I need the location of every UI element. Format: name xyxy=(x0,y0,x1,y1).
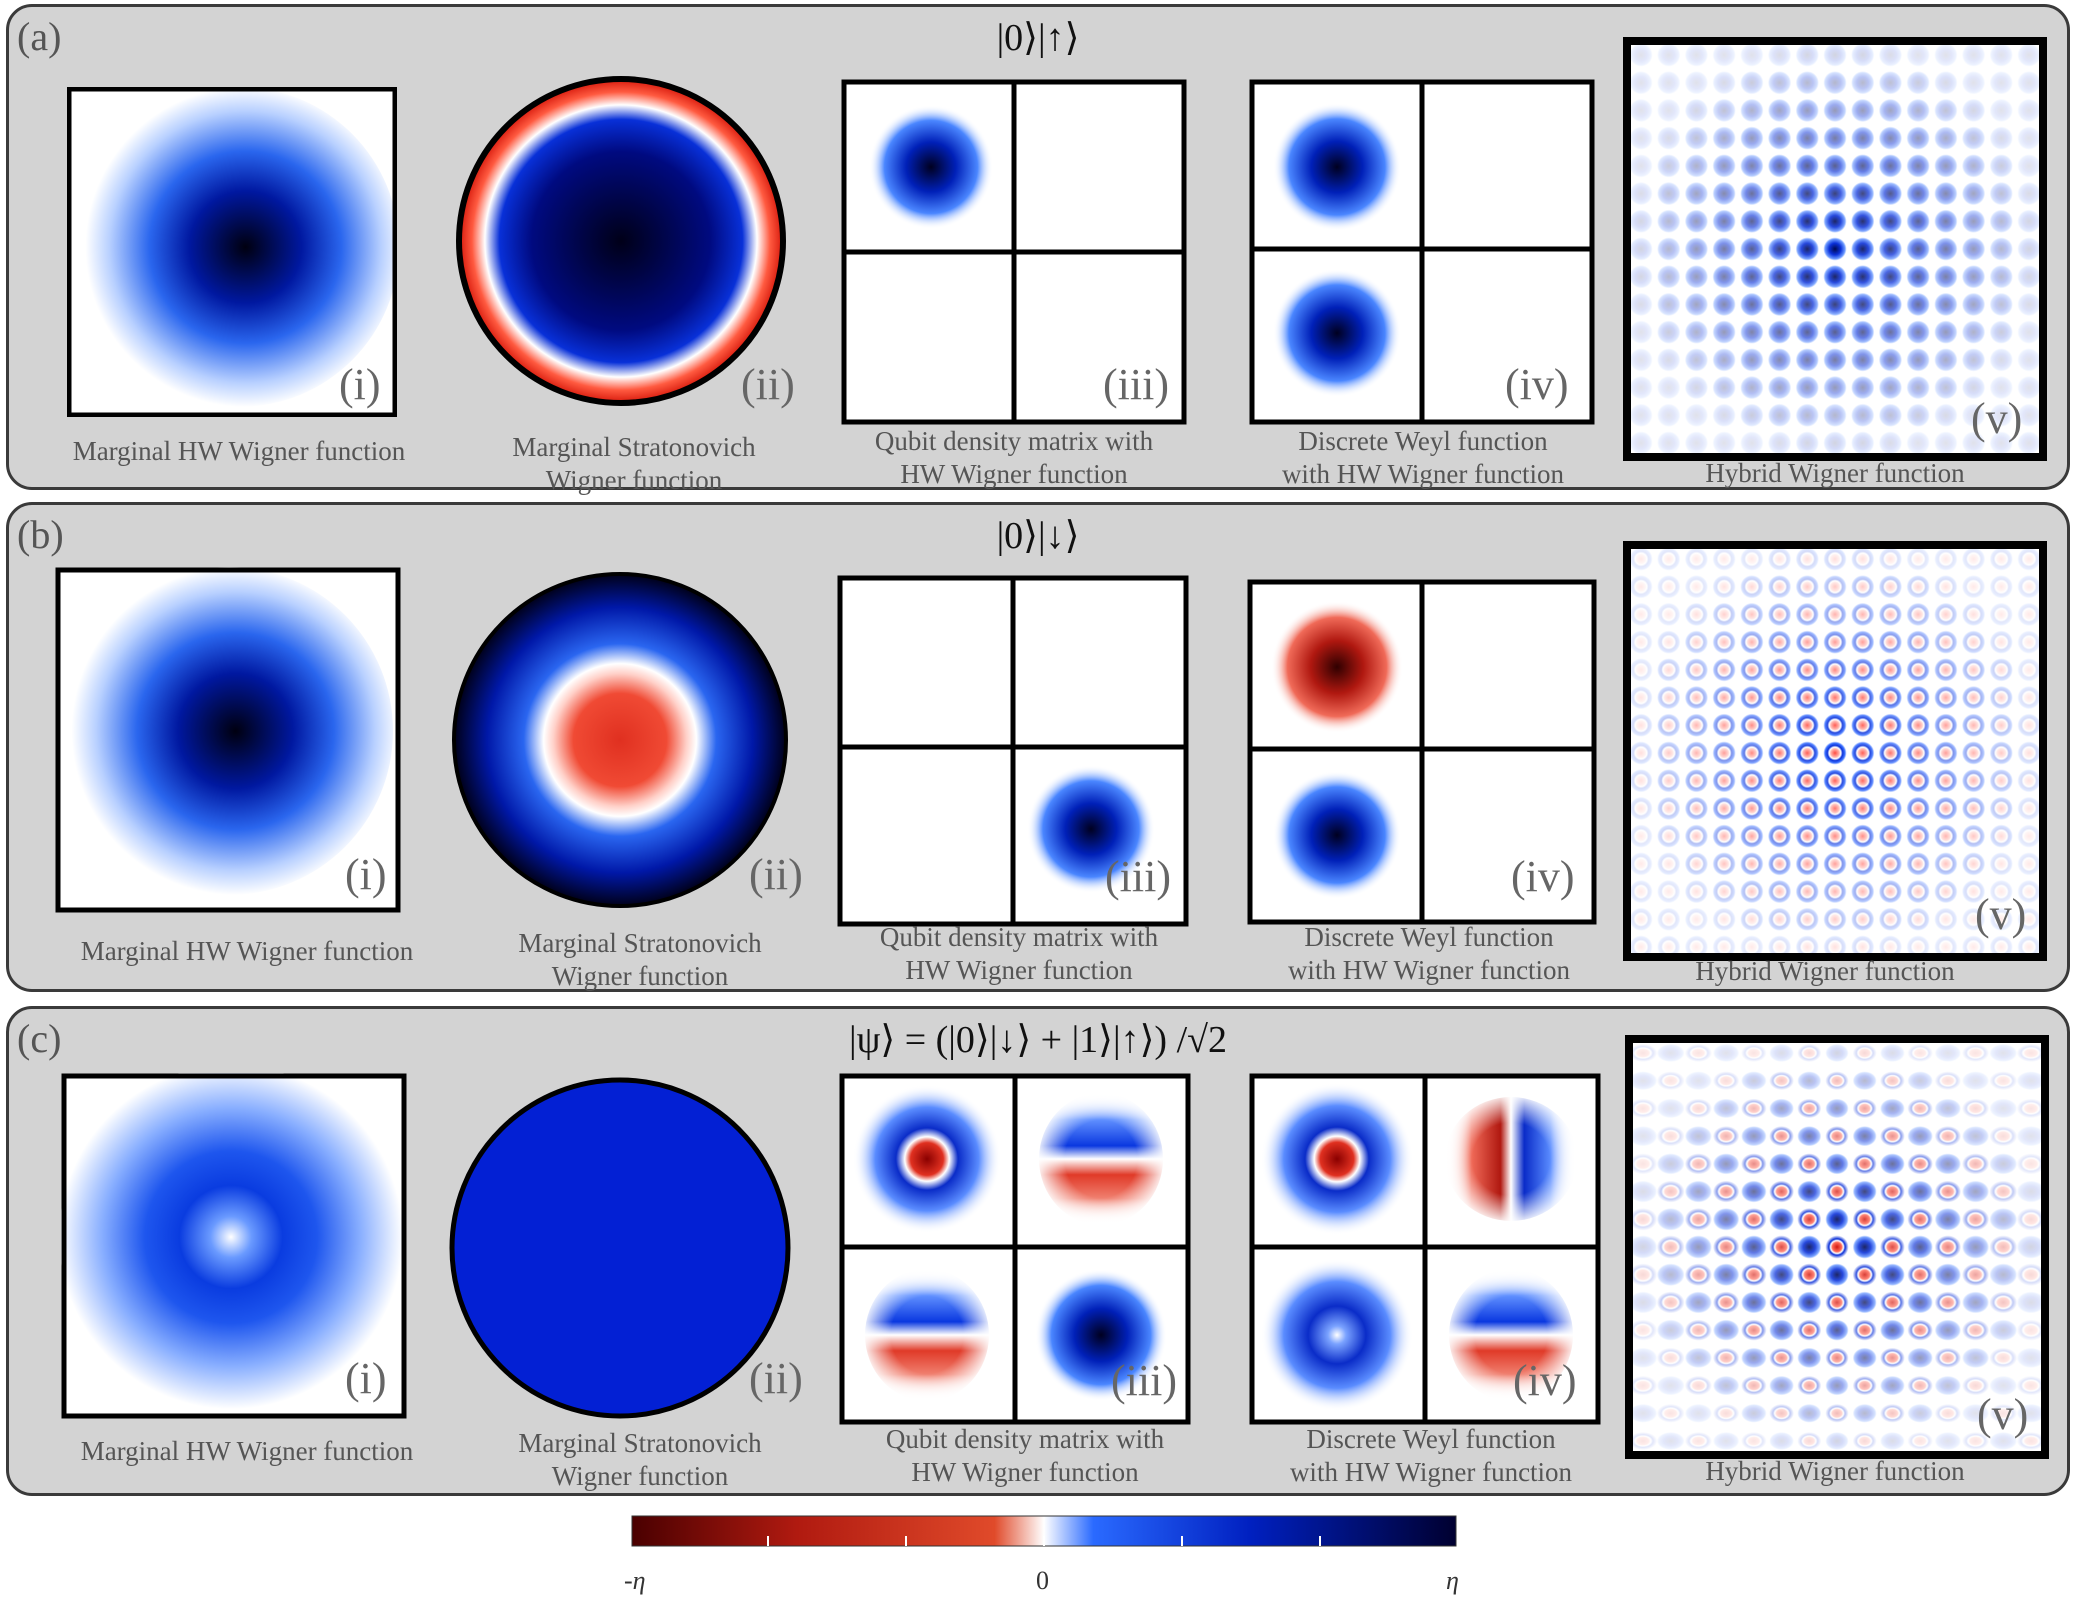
caption-line: Marginal HW Wigner function xyxy=(80,936,414,966)
caption-line: Wigner function xyxy=(551,961,729,991)
caption-line: Marginal Stratonovich xyxy=(518,1428,762,1458)
panel-caption: Marginal Stratonovich Wigner function xyxy=(449,431,819,497)
marginal-hw-wigner-plot xyxy=(67,87,397,417)
colorbar-min-label: -η xyxy=(624,1566,646,1595)
caption-line: with HW Wigner function xyxy=(1287,955,1571,985)
hybrid-wigner-plot xyxy=(1623,541,2047,961)
caption-line: with HW Wigner function xyxy=(1289,1457,1573,1487)
caption-line: Discrete Weyl function xyxy=(1298,426,1548,456)
hybrid-wigner-plot xyxy=(1625,1035,2049,1459)
marginal-stratonovich-plot xyxy=(447,567,793,913)
caption-line: with HW Wigner function xyxy=(1281,459,1565,489)
panel-caption: Marginal HW Wigner function xyxy=(49,435,429,468)
panel-caption: Qubit density matrix with HW Wigner func… xyxy=(845,1423,1205,1489)
panel-label: (iv) xyxy=(1511,852,1575,901)
panel-label: (i) xyxy=(345,850,387,899)
panel-caption: Marginal HW Wigner function xyxy=(57,1435,437,1468)
panel-caption: Qubit density matrix with HW Wigner func… xyxy=(839,425,1189,491)
row-tag: (c) xyxy=(17,1016,62,1061)
panel-label: (iii) xyxy=(1111,1356,1177,1405)
discrete-weyl-plot xyxy=(1249,79,1595,425)
panel-label: (v) xyxy=(1975,890,2027,939)
caption-line: HW Wigner function xyxy=(900,459,1128,489)
panel-label: (iii) xyxy=(1103,360,1169,409)
caption-line: Qubit density matrix with xyxy=(874,426,1154,456)
discrete-weyl-plot xyxy=(1247,579,1597,925)
panel-row-b: (b) |0⟩|↓⟩ (i) Marginal HW Wigner functi… xyxy=(6,502,2070,992)
caption-line: HW Wigner function xyxy=(911,1457,1139,1487)
caption-line: Marginal HW Wigner function xyxy=(72,436,406,466)
panel-caption: Discrete Weyl function with HW Wigner fu… xyxy=(1253,1423,1609,1489)
caption-line: Hybrid Wigner function xyxy=(1705,1456,1965,1486)
caption-line: Marginal Stratonovich xyxy=(512,432,756,462)
panel-label: (ii) xyxy=(749,850,803,899)
panel-label: (iii) xyxy=(1105,852,1171,901)
row-tag: (b) xyxy=(17,512,64,557)
discrete-weyl-plot xyxy=(1249,1073,1601,1425)
panel-label: (i) xyxy=(339,360,381,409)
panel-label: (i) xyxy=(345,1354,387,1403)
caption-line: Discrete Weyl function xyxy=(1304,922,1554,952)
colorbar-max-label: η xyxy=(1446,1566,1459,1595)
panel-label: (ii) xyxy=(741,360,795,409)
caption-line: HW Wigner function xyxy=(905,955,1133,985)
panel-caption: Hybrid Wigner function xyxy=(1613,955,2037,988)
panel-label: (v) xyxy=(1977,1390,2029,1439)
caption-line: Wigner function xyxy=(551,1461,729,1491)
panel-label: (iv) xyxy=(1505,360,1569,409)
qubit-density-matrix-plot xyxy=(837,575,1189,927)
panel-caption: Discrete Weyl function with HW Wigner fu… xyxy=(1251,921,1607,987)
panel-caption: Marginal Stratonovich Wigner function xyxy=(455,1427,825,1493)
hybrid-lattice xyxy=(1629,547,2041,959)
caption-line: Marginal Stratonovich xyxy=(518,928,762,958)
panel-caption: Hybrid Wigner function xyxy=(1623,457,2047,490)
caption-line: Hybrid Wigner function xyxy=(1705,458,1965,488)
colorbar-mid-label: 0 xyxy=(1036,1566,1049,1595)
marginal-stratonovich-plot xyxy=(447,1075,793,1421)
panel-label: (v) xyxy=(1971,394,2023,443)
caption-line: Qubit density matrix with xyxy=(885,1424,1165,1454)
state-title: |0⟩|↑⟩ xyxy=(996,17,1080,59)
panel-row-a: (a) |0⟩|↑⟩ (i) Marginal HW Wigner functi… xyxy=(6,4,2070,495)
panel-caption: Marginal Stratonovich Wigner function xyxy=(455,927,825,993)
panel-label: (iv) xyxy=(1513,1356,1577,1405)
marginal-hw-wigner-plot xyxy=(55,567,401,913)
panel-caption: Qubit density matrix with HW Wigner func… xyxy=(839,921,1199,987)
panel-row-c: (c) |ψ⟩ = (|0⟩|↓⟩ + |1⟩|↑⟩) /√2 (i) Marg… xyxy=(6,1006,2070,1496)
marginal-stratonovich-plot xyxy=(453,73,789,409)
row-tag: (a) xyxy=(17,14,62,59)
panel-caption: Marginal HW Wigner function xyxy=(57,935,437,968)
state-title: |0⟩|↓⟩ xyxy=(996,515,1080,557)
marginal-hw-wigner-plot xyxy=(61,1073,407,1419)
caption-line: Qubit density matrix with xyxy=(879,922,1159,952)
panel-label: (ii) xyxy=(749,1354,803,1403)
hybrid-lattice xyxy=(1629,43,2041,455)
hybrid-lattice xyxy=(1628,1044,2046,1450)
qubit-density-matrix-plot xyxy=(841,79,1187,425)
colorbar: -η 0 η xyxy=(624,1514,1460,1598)
panel-caption: Discrete Weyl function with HW Wigner fu… xyxy=(1245,425,1601,491)
panel-caption: Hybrid Wigner function xyxy=(1623,1455,2047,1488)
caption-line: Marginal HW Wigner function xyxy=(80,1436,414,1466)
caption-line: Discrete Weyl function xyxy=(1306,1424,1556,1454)
qubit-density-matrix-plot xyxy=(839,1073,1191,1425)
caption-line: Hybrid Wigner function xyxy=(1695,956,1955,986)
hybrid-wigner-plot xyxy=(1623,37,2047,461)
state-title: |ψ⟩ = (|0⟩|↓⟩ + |1⟩|↑⟩) /√2 xyxy=(848,1019,1228,1061)
caption-line: Wigner function xyxy=(545,465,723,495)
